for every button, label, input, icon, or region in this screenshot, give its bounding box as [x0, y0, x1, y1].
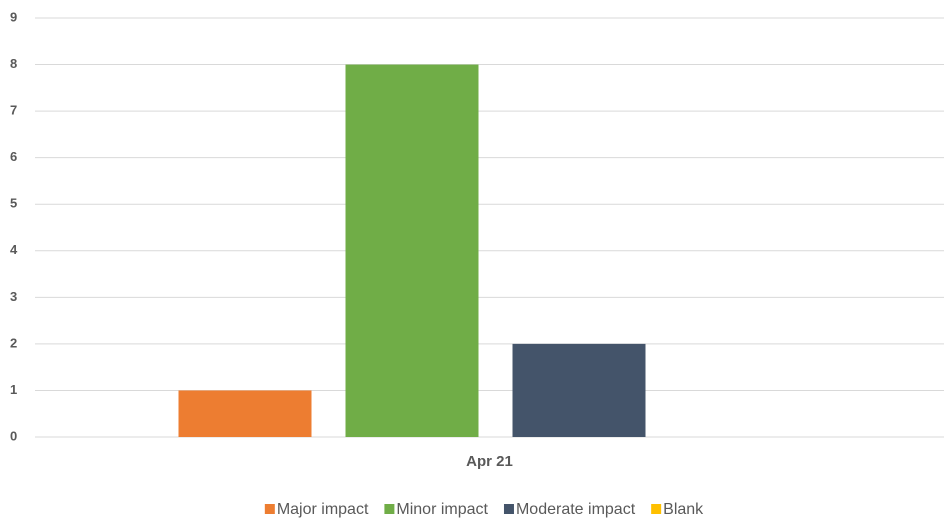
legend-label: Major impact [277, 501, 369, 518]
y-tick-label: 2 [10, 335, 17, 350]
y-tick-label: 5 [10, 196, 17, 211]
legend-label: Blank [663, 501, 704, 518]
y-tick-label: 6 [10, 149, 17, 164]
legend-label: Moderate impact [516, 501, 636, 518]
legend-swatch [264, 504, 275, 514]
y-tick-label: 8 [10, 56, 17, 71]
legend-swatch [384, 504, 395, 514]
legend-swatch [503, 504, 514, 514]
bar [345, 64, 479, 438]
y-tick-label: 9 [10, 9, 17, 24]
y-tick-label: 1 [10, 382, 17, 397]
bar [178, 390, 312, 437]
legend-label: Minor impact [396, 501, 488, 518]
y-tick-label: 4 [10, 242, 18, 257]
legend-swatch [651, 504, 662, 514]
y-tick-label: 0 [10, 428, 17, 443]
y-tick-label: 3 [10, 289, 17, 304]
bar [512, 343, 646, 437]
y-tick-label: 7 [10, 103, 17, 118]
x-tick-label: Apr 21 [466, 453, 513, 470]
